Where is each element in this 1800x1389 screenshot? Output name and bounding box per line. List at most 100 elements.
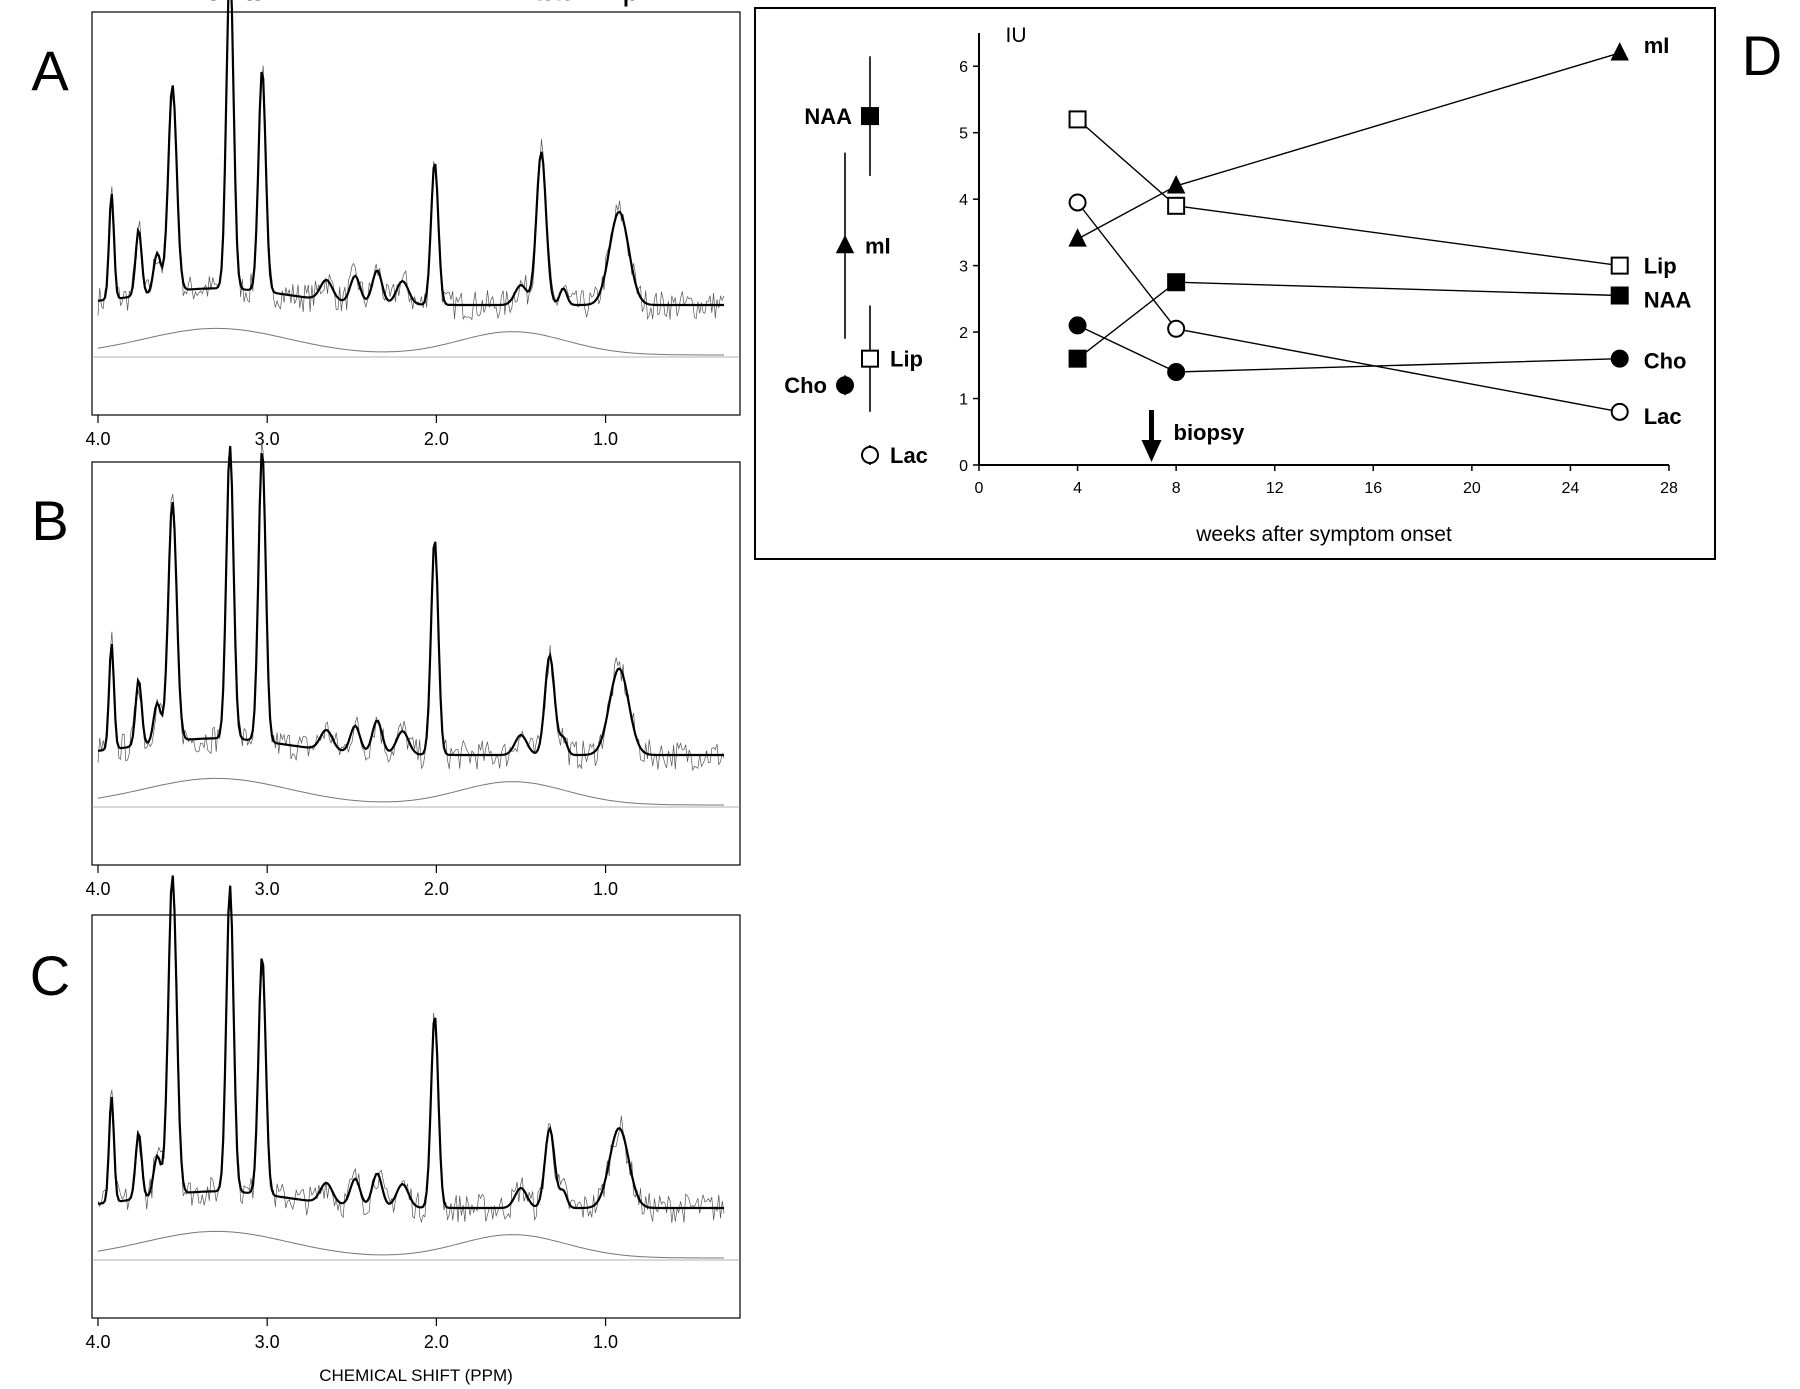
peak-label-cho: Cho [202, 0, 259, 7]
spectrum-panel-a: AmI ChoCr NAA Lac Lip 4.0 3.0 2.0 1.0 [31, 0, 741, 449]
panel-letter-a: A [31, 39, 69, 102]
x-tick-label: 28 [1660, 480, 1678, 497]
peak-label-cho: Cho [202, 0, 259, 7]
x-tick-label: 24 [1562, 480, 1580, 497]
data-point [1068, 110, 1087, 129]
peak-label-mi: mI [155, 0, 189, 7]
peak-label-cho: Cho [202, 0, 259, 7]
series-label: Lip [1644, 254, 1677, 279]
x-tick-label: 4.0 [85, 879, 110, 899]
data-point [1167, 319, 1186, 338]
x-tick-label: 4 [1073, 480, 1082, 497]
series-label: mI [1644, 33, 1670, 58]
spectrum-panel-b: BmI ChoCr NAA Lac Lip 4.0 3.0 2.0 1.0 [31, 0, 741, 899]
series-lac: Lac [1068, 193, 1682, 429]
data-point [1610, 286, 1629, 305]
x-tick-label: 12 [1266, 480, 1284, 497]
fitted-spectrum [97, 875, 724, 1210]
x-tick-label: 4.0 [85, 1332, 110, 1352]
x-axis-title: CHEMICAL SHIFT (PPM) [319, 1366, 513, 1385]
spectrum-frame [91, 461, 741, 866]
peak-label-lac: Lac [516, 0, 566, 7]
y-tick-label: 1 [959, 392, 968, 409]
series-lip: Lip [1068, 110, 1677, 279]
peak-label-cr: Cr [246, 0, 279, 7]
spectrum-frame [91, 11, 741, 416]
baseline-curve [97, 1230, 724, 1259]
data-point [1166, 175, 1186, 194]
series-cho: Cho [1068, 316, 1687, 381]
x-tick-label: 0 [975, 480, 984, 497]
normal-mean-marker [861, 349, 879, 368]
peak-label-naa: NAA [403, 0, 467, 7]
y-tick-label: 3 [959, 259, 968, 276]
series-label: Cho [1644, 349, 1687, 374]
peak-label-lac: Lac [525, 0, 575, 7]
baseline-curve [97, 327, 724, 356]
biopsy-arrow-head [1141, 440, 1162, 462]
x-tick-label: 1.0 [593, 879, 618, 899]
x-tick-label: 1.0 [593, 1332, 618, 1352]
series-line [1077, 118, 1620, 267]
data-point [1068, 316, 1087, 335]
x-tick-label: 3.0 [255, 1332, 280, 1352]
x-tick-label: 16 [1364, 480, 1382, 497]
series-mi: mI [1068, 33, 1670, 247]
normal-mean-marker [836, 376, 854, 395]
series-line [1077, 202, 1620, 413]
x-axis-title: weeks after symptom onset [1195, 523, 1452, 546]
normal-range-lip: Lip [861, 305, 923, 412]
data-point [1068, 228, 1087, 247]
y-tick-label: 4 [959, 192, 968, 209]
x-tick-label: 3.0 [255, 879, 280, 899]
series-line [1077, 52, 1620, 240]
spectrum-frame [91, 914, 741, 1319]
series-line [1077, 324, 1620, 373]
peak-label-lip: Lip [598, 0, 639, 7]
x-tick-label: 20 [1463, 480, 1481, 497]
y-tick-label: 6 [959, 59, 968, 76]
normal-range-label: mI [865, 234, 891, 259]
y-tick-label: 0 [959, 458, 968, 475]
normal-mean-marker [835, 234, 855, 254]
y-tick-label: 2 [959, 325, 968, 342]
normal-mean-marker [861, 107, 879, 126]
normal-range-label: NAA [804, 104, 852, 129]
series-label: NAA [1644, 288, 1692, 313]
peak-label-mi: mI [155, 0, 189, 7]
series-label: Lac [1644, 404, 1682, 429]
data-point [1610, 42, 1629, 61]
x-tick-label: 2.0 [424, 429, 449, 449]
data-point [1167, 196, 1186, 215]
peak-label-cr: Cr [246, 0, 279, 7]
x-tick-label: 3.0 [255, 429, 280, 449]
biopsy-label: biopsy [1174, 420, 1246, 445]
data-point [1610, 402, 1629, 421]
data-point [1068, 193, 1087, 212]
y-axis-title: IU [1006, 24, 1027, 47]
series-naa: NAA [1068, 273, 1692, 368]
x-tick-label: 4.0 [85, 429, 110, 449]
normal-range-label: Lip [890, 347, 923, 372]
x-tick-label: 2.0 [424, 879, 449, 899]
panel-letter-d: D [1742, 24, 1782, 87]
peak-label-lac: Lac [525, 0, 575, 7]
data-point [1167, 273, 1186, 292]
normal-range-label: Lac [890, 443, 928, 468]
data-point [1610, 256, 1629, 275]
normal-range-label: Cho [784, 373, 827, 398]
data-point [1610, 349, 1629, 368]
raw-spectrum [97, 442, 725, 772]
spectrum-panel-c: CmI ChoCr NAA Lac Lip 4.0 3.0 2.0 1.0 [30, 0, 741, 1352]
normal-range-mi: mI [835, 152, 891, 339]
normal-range-cho: Cho [784, 373, 854, 398]
biopsy-annotation: biopsy [1141, 410, 1246, 462]
x-tick-label: 1.0 [593, 429, 618, 449]
x-tick-label: 2.0 [424, 1332, 449, 1352]
data-point [1068, 349, 1087, 368]
data-point [1167, 362, 1186, 381]
normal-mean-marker [861, 446, 879, 465]
peak-label-naa: NAA [403, 0, 467, 7]
